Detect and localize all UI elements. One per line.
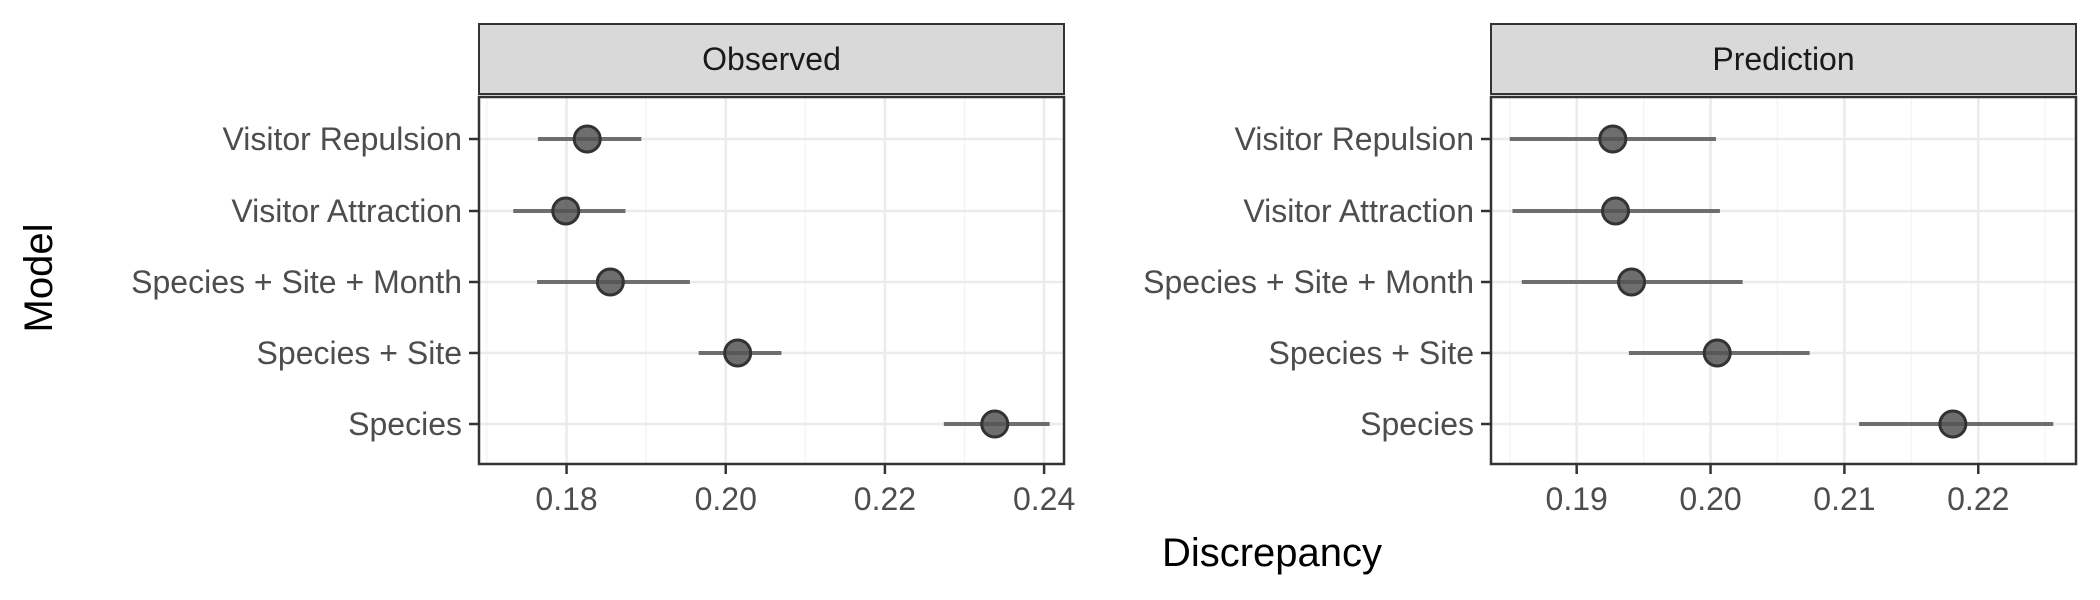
data-point — [572, 124, 602, 154]
data-point — [980, 409, 1010, 439]
y-tick-label: Species + Site + Month — [1143, 264, 1474, 300]
y-axis-title: Model — [17, 224, 61, 333]
panel-observed: Observed Visitor Repulsion Visitor Attract… — [131, 23, 1075, 517]
x-tick-label: 0.22 — [854, 481, 916, 517]
y-tick-label: Visitor Repulsion — [1234, 121, 1474, 157]
y-tick-label: Species — [348, 406, 462, 442]
x-tick-label: 0.24 — [1013, 481, 1075, 517]
x-tick-label: 0.19 — [1546, 481, 1608, 517]
panel-title: Observed — [702, 41, 841, 77]
data-point — [723, 338, 753, 368]
panel-border — [1489, 95, 2078, 466]
y-tick-label: Species + Site + Month — [131, 264, 462, 300]
y-tick-label: Visitor Repulsion — [222, 121, 462, 157]
y-tick-label: Species + Site — [1269, 335, 1474, 371]
strip-background — [478, 23, 1065, 95]
y-tick-label: Visitor Attraction — [1243, 193, 1474, 229]
data-point — [1617, 267, 1647, 297]
data-point — [551, 196, 581, 226]
x-tick-label: 0.18 — [535, 481, 597, 517]
x-tick-label: 0.22 — [1947, 481, 2009, 517]
strip-background — [1490, 23, 2077, 95]
panels-layer: Observed Visitor Repulsion Visitor Attract… — [131, 23, 2078, 517]
y-tick-label: Species — [1360, 406, 1474, 442]
data-point — [595, 267, 625, 297]
x-tick-label: 0.20 — [1679, 481, 1741, 517]
panel-border — [477, 95, 1066, 466]
y-tick-label: Species + Site — [257, 335, 462, 371]
data-point — [1938, 409, 1968, 439]
x-tick-label: 0.21 — [1813, 481, 1875, 517]
x-tick-label: 0.20 — [695, 481, 757, 517]
y-tick-label: Visitor Attraction — [231, 193, 462, 229]
panel-title: Prediction — [1712, 41, 1854, 77]
panel-prediction: Prediction Visitor Repulsion Visitor Attra… — [1143, 23, 2078, 517]
x-axis-title: Discrepancy — [1162, 531, 1382, 575]
data-point — [1598, 124, 1628, 154]
data-point — [1702, 338, 1732, 368]
data-point — [1600, 196, 1630, 226]
